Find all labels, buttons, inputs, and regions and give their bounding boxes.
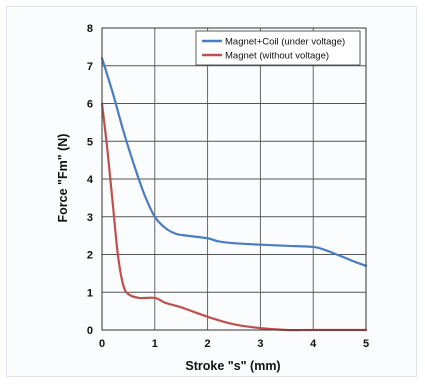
y-tick-labels: 0 1 2 3 4 5 6 7 8	[87, 23, 94, 337]
y-tick-label: 5	[87, 136, 93, 148]
chart-frame	[6, 6, 417, 377]
legend-box	[195, 30, 361, 66]
x-tick-label: 4	[310, 338, 317, 350]
y-tick-label: 2	[87, 250, 93, 262]
x-tick-label: 3	[257, 338, 263, 350]
x-tick-labels: 0 1 2 3 4 5	[99, 338, 369, 350]
legend-label: Magnet (without voltage)	[225, 51, 329, 62]
y-tick-label: 6	[87, 99, 93, 111]
y-tick-label: 8	[87, 23, 93, 35]
y-tick-label: 0	[87, 325, 93, 337]
plot-area-border	[101, 27, 367, 331]
y-axis-title: Force "Fm" (N)	[56, 134, 70, 223]
y-tick-label: 3	[87, 212, 93, 224]
legend-label: Magnet+Coil (under voltage)	[225, 37, 345, 48]
x-tick-label: 0	[99, 338, 105, 350]
series-line-1	[100, 102, 368, 332]
x-axis-title: Stroke "s" (mm)	[185, 359, 280, 373]
series-line-0	[100, 57, 368, 267]
grid	[102, 28, 366, 330]
legend: Magnet+Coil (under voltage) Magnet (witho…	[195, 30, 361, 66]
y-tick-label: 4	[87, 174, 94, 186]
x-tick-label: 5	[363, 338, 369, 350]
y-tick-label: 7	[87, 61, 93, 73]
y-tick-label: 1	[87, 287, 93, 299]
x-tick-label: 2	[205, 338, 211, 350]
x-tick-label: 1	[152, 338, 158, 350]
series-lines	[100, 57, 368, 332]
